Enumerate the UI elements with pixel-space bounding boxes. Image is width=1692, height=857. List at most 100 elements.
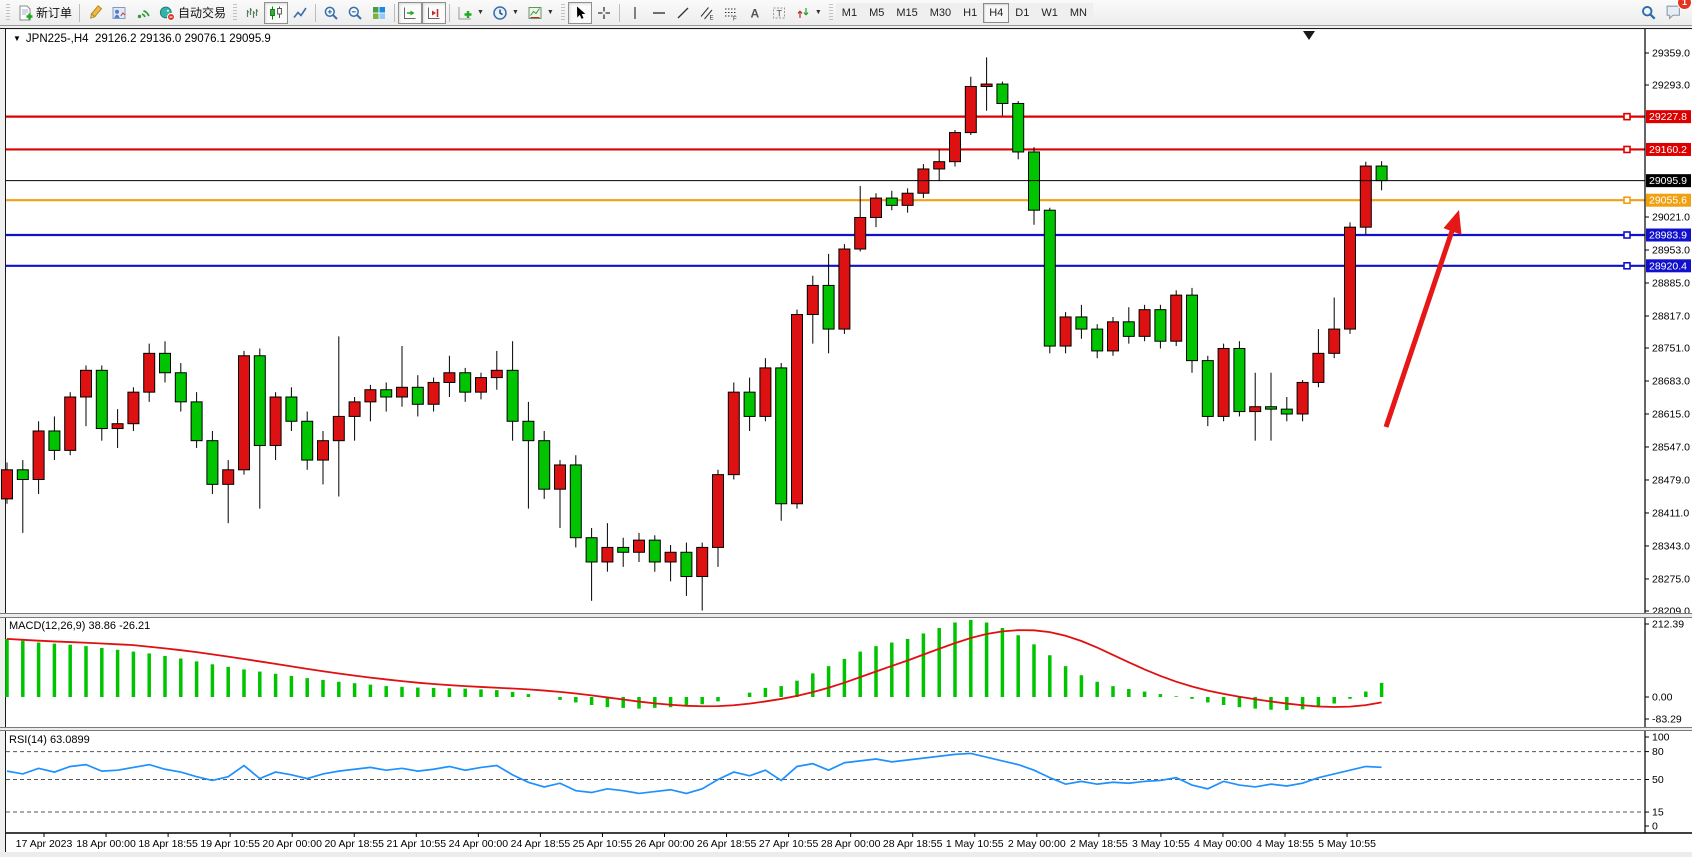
- arrows-icon: [797, 7, 809, 18]
- time-tick-label: 20 Apr 18:55: [324, 838, 384, 850]
- chart-shift-marker[interactable]: [1303, 31, 1315, 40]
- templates-icon: [528, 6, 542, 19]
- candle: [190, 401, 203, 442]
- candle: [1201, 360, 1214, 417]
- user-chart-icon: [112, 6, 126, 19]
- candle: [1233, 347, 1246, 413]
- time-tick-label: 21 Apr 10:55: [387, 838, 447, 850]
- timeframe-m15-button[interactable]: M15: [890, 2, 924, 23]
- tile-windows-button[interactable]: [367, 2, 391, 24]
- candle: [301, 420, 314, 461]
- toolbar-grip[interactable]: [560, 3, 565, 22]
- arrows-button[interactable]: ▼: [791, 2, 826, 24]
- candle: [522, 420, 535, 442]
- line-handle[interactable]: [1623, 196, 1631, 205]
- timeframe-m1-button[interactable]: M1: [835, 2, 864, 23]
- line-handle[interactable]: [1623, 231, 1631, 239]
- fibonacci-button[interactable]: F: [719, 2, 743, 24]
- candle: [822, 284, 835, 330]
- candle: [1359, 165, 1372, 228]
- text-label-icon: T: [772, 7, 785, 18]
- candle: [1012, 102, 1025, 153]
- candle: [143, 352, 156, 393]
- time-tick-label: 27 Apr 10:55: [759, 838, 819, 850]
- crosshair-button[interactable]: [592, 2, 616, 24]
- candle: [1312, 352, 1325, 383]
- candlestick-chart-button[interactable]: [264, 1, 289, 24]
- time-tick-label: 19 Apr 10:55: [200, 838, 260, 850]
- rsi-line: [6, 752, 1382, 795]
- horizontal-lines[interactable]: [6, 115, 1645, 267]
- price-tick-label: 28275.0: [1652, 573, 1690, 585]
- bar-chart-button[interactable]: [240, 2, 264, 24]
- price-tick-label: 28547.0: [1652, 441, 1690, 453]
- zoom-out-button[interactable]: [343, 2, 367, 24]
- candle: [1154, 309, 1167, 342]
- auto-trading-button[interactable]: 自动交易: [155, 2, 230, 24]
- equidistant-channel-button[interactable]: E: [695, 2, 719, 24]
- line-handle[interactable]: [1623, 112, 1631, 121]
- candle: [1328, 328, 1341, 354]
- price-tick-label: 28751.0: [1652, 343, 1690, 355]
- text-button[interactable]: A: [743, 2, 767, 24]
- line-handle[interactable]: [1623, 145, 1631, 154]
- timeframe-h4-button[interactable]: H4: [983, 2, 1010, 23]
- trendline-button[interactable]: [671, 2, 695, 24]
- candle: [949, 132, 961, 163]
- search-button[interactable]: [1636, 2, 1661, 24]
- candle: [1265, 406, 1277, 410]
- new-order-button[interactable]: 新订单: [13, 2, 76, 24]
- indicators-button[interactable]: ▼: [453, 2, 488, 24]
- timeframe-m5-button[interactable]: M5: [863, 2, 891, 23]
- price-tick-label: 28479.0: [1652, 474, 1690, 486]
- price-label-badge: [1646, 142, 1691, 156]
- signal-button[interactable]: [131, 2, 155, 24]
- time-tick-label: 17 Apr 2023: [16, 838, 73, 850]
- text-label-button[interactable]: T: [767, 2, 791, 24]
- chart-shift-button[interactable]: [422, 1, 447, 24]
- rsi-pane[interactable]: 100 80 50 15 0: [6, 732, 1670, 833]
- auto-scroll-button[interactable]: [398, 1, 423, 24]
- line-chart-icon: [293, 7, 307, 18]
- cursor-button[interactable]: [567, 1, 592, 24]
- pane-separator[interactable]: [0, 727, 1692, 731]
- templates-button[interactable]: ▼: [523, 2, 558, 24]
- price-axis[interactable]: 29359.0 29293.0 29021.0 28953.0 28885.0 28817…: [1644, 29, 1691, 833]
- macd-pane[interactable]: 212.39 0.00 -83.29: [5, 619, 1684, 726]
- main-chart-pane[interactable]: [1, 57, 1646, 611]
- line-chart-button[interactable]: [288, 2, 312, 24]
- zoom-in-icon: [324, 6, 338, 20]
- market-watch-button[interactable]: [107, 2, 131, 24]
- candle: [364, 389, 377, 403]
- styler-button[interactable]: [83, 2, 107, 24]
- timeframe-mn-button[interactable]: MN: [1063, 2, 1093, 23]
- toolbar-grip[interactable]: [6, 3, 10, 22]
- price-label-text: 29095.9: [1649, 175, 1687, 187]
- periods-button[interactable]: ▼: [488, 2, 523, 24]
- line-handle[interactable]: [1623, 262, 1631, 270]
- toolbar-grip[interactable]: [233, 3, 238, 22]
- toolbar-grip[interactable]: [828, 3, 833, 22]
- zoom-in-button[interactable]: [319, 2, 343, 24]
- price-label-badge: [1646, 193, 1691, 207]
- crosshair-icon: [597, 6, 610, 19]
- time-tick-label: 2 May 18:55: [1070, 838, 1128, 850]
- candle: [870, 197, 882, 218]
- candle: [633, 539, 645, 553]
- timeframe-d1-button[interactable]: D1: [1009, 2, 1036, 23]
- candle: [16, 469, 29, 480]
- trendline-icon: [677, 7, 689, 18]
- timeframe-w1-button[interactable]: W1: [1035, 2, 1064, 23]
- trend-arrow[interactable]: [1383, 210, 1462, 428]
- candle: [664, 551, 677, 563]
- candle: [680, 551, 693, 578]
- timeframe-m30-button[interactable]: M30: [923, 2, 958, 23]
- time-axis[interactable]: 17 Apr 2023 18 Apr 00:00 18 Apr 18:55 19 Ap…: [6, 832, 1692, 850]
- timeframe-h1-button[interactable]: H1: [957, 2, 984, 23]
- pane-separator[interactable]: [0, 613, 1692, 618]
- vertical-line-button[interactable]: [623, 2, 647, 24]
- horizontal-line-button[interactable]: [647, 2, 671, 24]
- candle: [317, 440, 329, 461]
- candle: [427, 381, 440, 405]
